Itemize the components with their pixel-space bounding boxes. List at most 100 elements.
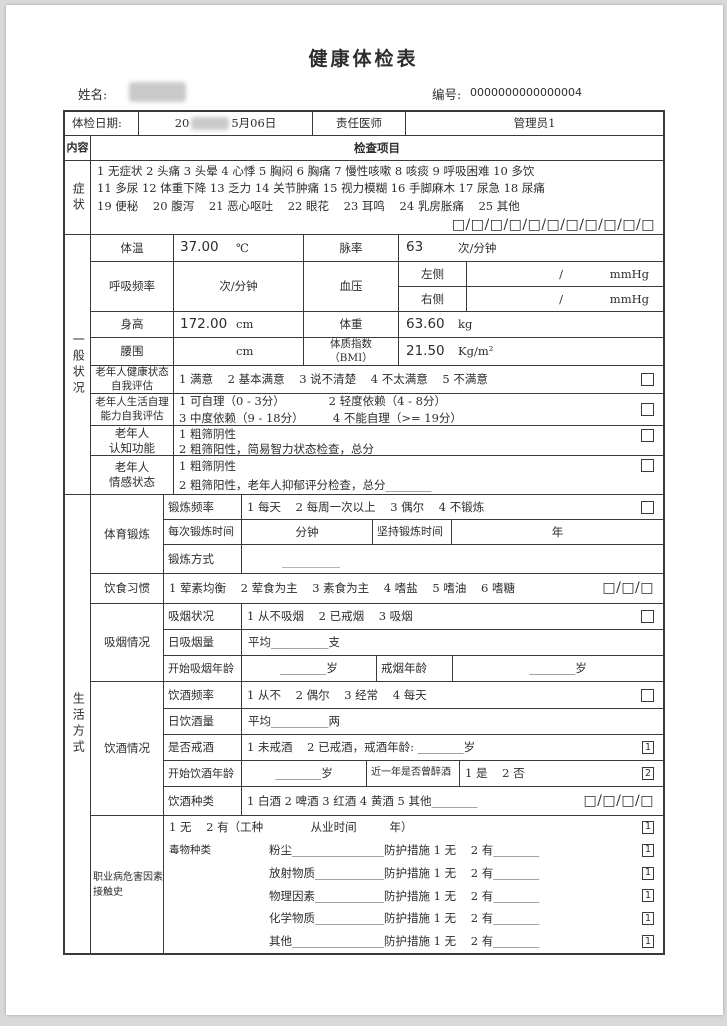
elderly-adl-cell: 1 可自理（0 - 3分） 2 轻度依赖（4 - 8分） 3 中度依赖（9 - … (173, 394, 663, 426)
exercise-rows: 锻炼频率 1 每天 2 每周一次以上 3 偶尔 4 不锻炼 每次锻炼时间 分钟 … (163, 495, 663, 574)
smoking-age-row: 开始吸烟年龄 ________岁 戒烟年龄 ________岁 (164, 655, 663, 681)
symptoms-line-1: 1 无症状 2 头痛 3 头晕 4 心悸 5 胸闷 6 胸痛 7 慢性咳嗽 8 … (97, 164, 535, 178)
occupational-checkbox-1[interactable]: 1 (642, 843, 654, 857)
respiration-label: 呼吸频率 (109, 279, 155, 294)
temperature-pulse-row: 体温 37.00 ℃ 脉率 63 次/分钟 (91, 235, 663, 262)
occupational-group: 职业病危害因素 接触史 1 无 2 有（工种 从业时间 年） 1 毒物种类 粉尘… (91, 815, 663, 953)
exercise-frequency-checkbox[interactable] (641, 500, 654, 514)
id-label: 编号: (432, 87, 462, 102)
waist-cell: cm (173, 338, 303, 366)
drinking-quit-options: 1 未戒酒 2 已戒酒，戒酒年龄: ________岁 (247, 740, 476, 755)
occupational-row-3: 物理因素____________防护措施 1 无 2 有________ 1 (169, 888, 654, 905)
elderly-cognition-line2: 2 粗筛阳性，简易智力状态检查，总分________ (179, 442, 420, 457)
drinking-frequency-cell: 1 从不 2 偶尔 3 经常 4 每天 (241, 682, 663, 708)
symptoms-checkbox-group[interactable]: □/□/□/□/□/□/□/□/□/□/□ (451, 216, 655, 233)
drinking-type-options: 1 白酒 2 啤酒 3 红酒 4 黄酒 5 其他________ (247, 793, 478, 808)
elderly-health-self-checkbox[interactable] (641, 373, 654, 387)
lifestyle-section-label: 生活方式 (71, 692, 86, 756)
height-unit: cm (236, 317, 254, 332)
height-value: 172.00 (180, 315, 228, 332)
toxin-row-text[interactable]: 粉尘________________防护措施 1 无 2 有________ (269, 842, 540, 857)
elderly-emotion-line2: 2 粗筛阳性，老年人抑郁评分检查，总分________ (179, 477, 432, 492)
drinking-drunk-checkbox[interactable]: 2 (642, 767, 654, 780)
elderly-adl-checkbox[interactable] (641, 403, 654, 417)
redacted-date (191, 117, 230, 130)
general-status-label: 一般状况 (71, 332, 86, 397)
pulse-unit: 次/分钟 (458, 240, 497, 255)
symptoms-section-label: 症状 (71, 181, 86, 214)
drinking-drunk-label: 近一年是否曾醉酒 (366, 761, 459, 786)
waist-bmi-row: 腰围 cm 体质指数 （BMI） 21.50 Kg/m² (91, 337, 663, 366)
exam-date-label: 体检日期: (72, 116, 122, 131)
occupational-line0: 1 无 2 有（工种 从业时间 年） (169, 820, 413, 834)
exercise-frequency-row: 锻炼频率 1 每天 2 每周一次以上 3 偶尔 4 不锻炼 (164, 495, 663, 520)
occupational-row-1: 毒物种类 粉尘________________防护措施 1 无 2 有_____… (169, 842, 654, 859)
exercise-mode-blank[interactable] (282, 553, 340, 569)
drinking-quit-checkbox[interactable]: 1 (642, 741, 654, 754)
occupational-checkbox-4[interactable]: 1 (642, 912, 654, 926)
symptoms-line-3: 19 便秘 20 腹泻 21 恶心呕吐 22 眼花 23 耳鸣 24 乳房胀痛 … (97, 198, 520, 213)
elderly-cognition-line1: 1 粗筛阴性 (179, 427, 236, 442)
pulse-value: 63 (406, 239, 424, 256)
occupational-label-1: 职业病危害因素 (93, 871, 163, 883)
weight-unit: kg (458, 317, 473, 332)
exercise-mode-cell (241, 545, 663, 574)
symptoms-content: 1 无症状 2 头痛 3 头晕 4 心悸 5 胸闷 6 胸痛 7 慢性咳嗽 8 … (90, 161, 663, 234)
drinking-rows: 饮酒频率 1 从不 2 偶尔 3 经常 4 每天 日饮酒量 平均________… (163, 682, 663, 815)
elderly-adl-label: 老年人生活自理 能力自我评估 (91, 394, 173, 425)
doctor-value: 管理员1 (405, 112, 663, 135)
smoking-amount-label: 日吸烟量 (168, 635, 214, 650)
bmi-label-line1: 体质指数 (330, 338, 372, 351)
smoking-amount-cell: 平均__________支 (241, 630, 663, 655)
elderly-cognition-row: 老年人 认知功能 1 粗筛阴性 2 粗筛阳性，简易智力状态检查，总分______… (91, 425, 663, 457)
drinking-start-cell: ________岁 (241, 761, 366, 786)
smoking-start-text[interactable]: ________岁 (280, 661, 338, 676)
elderly-adl-label-1: 老年人生活自理 (95, 396, 169, 409)
drinking-group: 饮酒情况 饮酒频率 1 从不 2 偶尔 3 经常 4 每天 日饮酒量 (91, 681, 663, 815)
diet-label: 饮食习惯 (104, 581, 150, 596)
toxin-row-text[interactable]: 其他________________防护措施 1 无 2 有________ (269, 934, 540, 949)
height-cell: 172.00 cm (173, 311, 303, 338)
smoking-quit-text[interactable]: ________岁 (529, 661, 587, 676)
bp-right-cell: / mmHg (466, 287, 663, 311)
bmi-unit: Kg/m² (458, 344, 494, 359)
toxin-row-text[interactable]: 化学物质____________防护措施 1 无 2 有________ (269, 911, 540, 926)
elderly-emotion-checkbox[interactable] (641, 459, 654, 473)
elderly-health-self-label: 老年人健康状态 自我评估 (91, 366, 173, 393)
drinking-frequency-checkbox[interactable] (641, 688, 654, 702)
exam-date-prefix: 20 (174, 116, 190, 131)
smoking-status-label: 吸烟状况 (168, 609, 214, 624)
drinking-type-checkbox-group[interactable]: □/□/□/□ (583, 792, 654, 809)
drinking-frequency-row: 饮酒频率 1 从不 2 偶尔 3 经常 4 每天 (164, 682, 663, 708)
bp-left-value: / (559, 267, 563, 282)
smoking-status-checkbox[interactable] (641, 610, 654, 623)
drinking-start-text[interactable]: ________岁 (275, 766, 333, 781)
exercise-persist-label: 坚持锻炼时间 (372, 520, 451, 545)
waist-unit: cm (236, 344, 254, 359)
occupational-row-2: 放射物质____________防护措施 1 无 2 有________ 1 (169, 865, 654, 882)
drinking-amount-text[interactable]: 平均__________两 (248, 714, 340, 729)
elderly-emotion-cell: 1 粗筛阴性 2 粗筛阳性，老年人抑郁评分检查，总分________ (173, 456, 663, 494)
bp-right-unit: mmHg (609, 292, 649, 307)
exam-date-row: 体检日期: 20 5月06日 责任医师 管理员1 (65, 112, 663, 135)
occupational-checkbox-0[interactable]: 1 (642, 820, 654, 834)
drinking-drunk-cell: 1 是 2 否 2 (459, 761, 663, 786)
general-status-section: 一般状况 体温 37.00 ℃ 脉率 63 次/分钟 呼吸频率 (65, 234, 663, 494)
symptoms-section: 症状 1 无症状 2 头痛 3 头晕 4 心悸 5 胸闷 6 胸痛 7 慢性咳嗽… (65, 160, 663, 234)
elderly-adl-label-2: 能力自我评估 (100, 409, 164, 422)
content-header: 内容 (66, 141, 89, 155)
exercise-frequency-label: 锻炼频率 (168, 499, 214, 514)
bp-cells: 左侧 / mmHg 右侧 / mmHg (398, 262, 663, 311)
occupational-checkbox-2[interactable]: 1 (642, 866, 654, 880)
smoking-amount-row: 日吸烟量 平均__________支 (164, 629, 663, 655)
toxin-row-text[interactable]: 放射物质____________防护措施 1 无 2 有________ (269, 865, 540, 880)
occupational-checkbox-5[interactable]: 1 (642, 935, 654, 949)
elderly-cognition-checkbox[interactable] (641, 429, 654, 443)
occupational-checkbox-3[interactable]: 1 (642, 889, 654, 903)
lifestyle-section: 生活方式 体育锻炼 锻炼频率 1 每天 2 每周一次以上 3 偶尔 4 不锻炼 (65, 494, 663, 953)
toxin-row-text[interactable]: 物理因素____________防护措施 1 无 2 有________ (269, 888, 540, 903)
diet-checkbox-group[interactable]: □/□/□ (602, 580, 654, 597)
bp-label: 血压 (303, 262, 398, 311)
table-header-row: 内容 检查项目 (65, 135, 663, 160)
smoking-amount-text[interactable]: 平均__________支 (248, 635, 340, 650)
